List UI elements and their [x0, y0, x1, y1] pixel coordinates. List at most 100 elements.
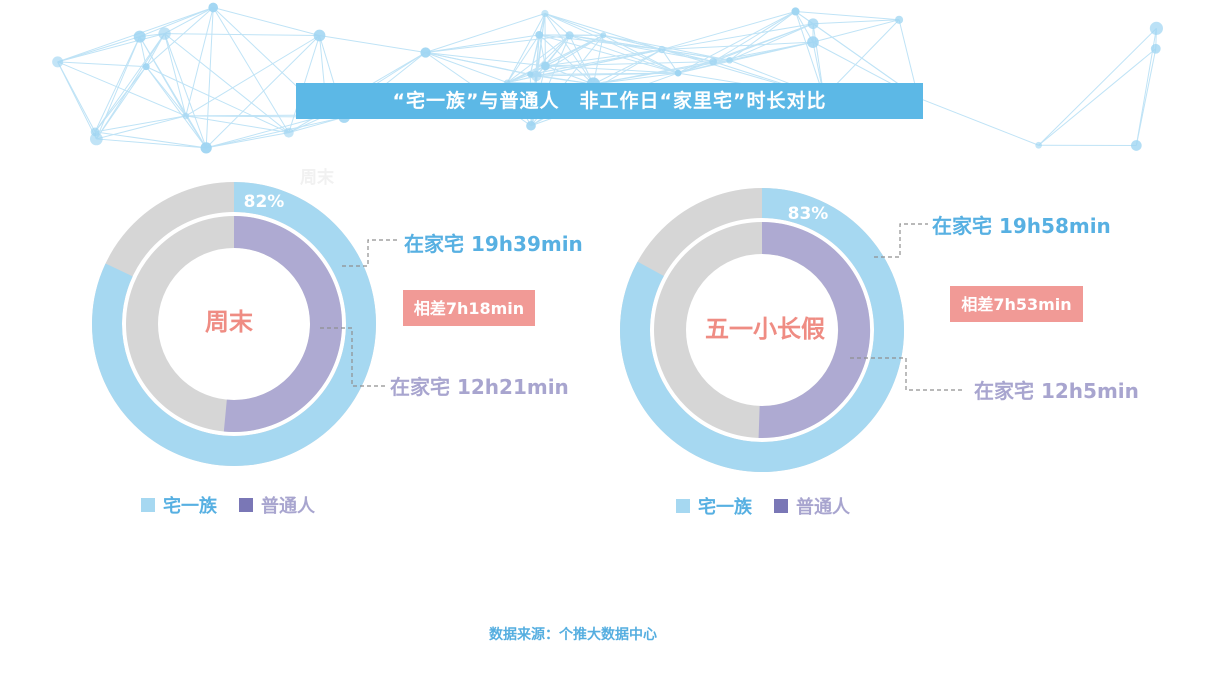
network-line — [57, 61, 97, 140]
network-line — [812, 19, 900, 43]
network-line — [1038, 28, 1157, 146]
network-line — [592, 35, 604, 85]
annotation-zhai: 在家宅 19h39min — [404, 232, 583, 256]
network-line — [164, 33, 207, 149]
difference-label: 相差7h53min — [961, 295, 1071, 314]
annotation-normal: 在家宅 12h21min — [390, 375, 569, 399]
legend-weekend: 宅一族 普通人 — [141, 492, 337, 518]
network-line — [539, 34, 570, 36]
network-line — [530, 72, 679, 75]
network-line — [813, 19, 900, 25]
network-line — [319, 35, 426, 54]
leader-line-zhai — [342, 239, 400, 267]
network-line — [94, 66, 147, 133]
network-line — [96, 138, 207, 149]
network-line — [795, 10, 900, 21]
annotation-normal: 在家宅 12h5min — [974, 379, 1139, 403]
center-label: 五一小长假 — [705, 315, 825, 343]
network-line — [544, 35, 570, 67]
leader-line-zhai — [874, 223, 928, 258]
difference-box — [403, 290, 535, 326]
network-line — [538, 34, 594, 85]
network-line — [544, 13, 594, 85]
network-line — [206, 132, 289, 149]
network-line — [425, 34, 540, 54]
network-line — [96, 115, 186, 140]
legend-label-zhai: 宅一族 — [698, 497, 752, 518]
network-node — [200, 142, 212, 154]
network-line — [139, 7, 214, 38]
network-line — [164, 33, 187, 117]
network-node — [208, 2, 219, 13]
leader-line-normal — [320, 327, 386, 387]
network-line — [57, 61, 147, 68]
network-line — [569, 34, 679, 74]
data-source: 数据来源：个推大数据中心 — [489, 627, 657, 643]
network-node — [89, 132, 103, 146]
network-node — [541, 61, 550, 71]
network-line — [57, 33, 165, 63]
network-line — [425, 13, 546, 53]
difference-label: 相差7h18min — [414, 299, 524, 318]
donut-chart-may-day: 83% 五一小长假 在家宅 19h58min 在家宅 12h5min 相差7h53min — [620, 188, 1139, 472]
network-node — [1149, 21, 1163, 35]
network-line — [661, 11, 796, 51]
network-line — [425, 52, 546, 67]
network-line — [729, 23, 814, 61]
legend-label-zhai: 宅一族 — [163, 496, 217, 517]
network-line — [164, 33, 320, 37]
network-line — [145, 66, 289, 134]
network-line — [185, 115, 289, 134]
network-line — [213, 7, 320, 36]
network-line — [677, 23, 814, 74]
network-node — [527, 71, 534, 78]
network-line — [545, 61, 714, 67]
network-node — [142, 63, 150, 71]
network-line — [95, 33, 165, 140]
network-node — [1130, 140, 1142, 151]
network-line — [164, 33, 290, 134]
network-line — [529, 35, 570, 75]
network-line — [677, 59, 730, 74]
center-label: 周末 — [205, 308, 254, 336]
network-line — [57, 61, 187, 117]
network-line — [545, 49, 663, 67]
network-node — [709, 57, 718, 66]
network-line — [661, 23, 814, 51]
legend-item-zhai: 宅一族 — [141, 492, 217, 518]
legend-label-normal: 普通人 — [796, 497, 850, 518]
ring-separator — [650, 218, 874, 442]
network-node — [526, 120, 536, 131]
legend-item-normal: 普通人 — [239, 492, 315, 518]
outer-ring-zhai-arc — [620, 188, 904, 472]
network-node — [283, 127, 294, 138]
network-line — [661, 41, 813, 51]
network-line — [569, 34, 730, 61]
network-line — [506, 35, 570, 83]
network-line — [425, 52, 508, 84]
network-node — [807, 18, 819, 30]
network-line — [185, 35, 320, 117]
leader-line-normal — [850, 357, 962, 391]
network-node — [541, 9, 549, 18]
legend-swatch-zhai — [676, 499, 690, 513]
legend-swatch-zhai — [141, 498, 155, 512]
network-node — [565, 31, 574, 40]
difference-box — [950, 286, 1083, 322]
inner-ring-normal-arc — [758, 222, 871, 438]
network-node — [726, 57, 733, 64]
network-node — [791, 7, 800, 16]
network-line — [145, 66, 207, 149]
network-line — [212, 7, 290, 133]
network-node — [658, 45, 666, 54]
network-node — [531, 70, 542, 82]
network-line — [288, 116, 345, 134]
network-line — [529, 13, 546, 75]
network-line — [507, 34, 604, 83]
network-line — [593, 49, 663, 85]
network-line — [145, 7, 214, 68]
donut-chart-weekend: 82% 周末 在家宅 19h39min 在家宅 12h21min 相差7h18min — [92, 182, 583, 466]
network-line — [729, 11, 796, 61]
network-line — [677, 11, 796, 74]
